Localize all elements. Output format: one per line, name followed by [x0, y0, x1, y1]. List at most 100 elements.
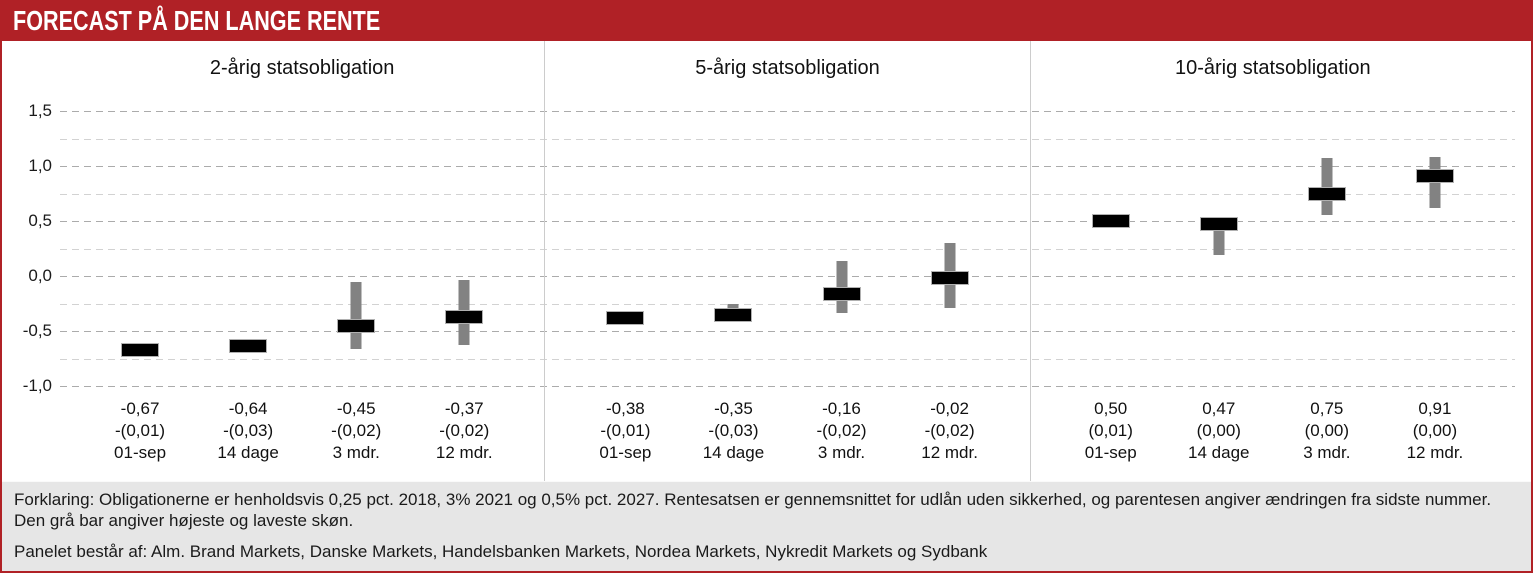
point-period-label: 14 dage [217, 443, 279, 462]
point-value-label: -0,64 [228, 399, 268, 418]
estimate-range-bar [350, 281, 362, 349]
panel-title: 2-årig statsobligation [209, 57, 395, 79]
point-value-label: 0,50 [1094, 399, 1128, 418]
point-labels: 0,50 (0,01) 01-sep [1057, 398, 1165, 464]
y-tick-label: -1,0 [22, 376, 52, 395]
forecast-slot [86, 111, 194, 386]
y-tick-label: 1,5 [28, 101, 52, 120]
point-period-label: 14 dage [702, 443, 765, 462]
consensus-bar [606, 310, 645, 325]
point-value-label: -0,37 [444, 399, 484, 418]
gridline-major [60, 111, 1515, 112]
gridline-minor [60, 303, 1515, 305]
consensus-bar [121, 342, 160, 357]
consensus-bar [1091, 214, 1130, 228]
point-change-label: (0,00) [1196, 421, 1241, 440]
point-labels: 0,47 (0,00) 14 dage [1165, 398, 1273, 464]
consensus-bar [445, 309, 484, 324]
point-period-label: 01-sep [1084, 443, 1137, 462]
point-change-label: -(0,02) [439, 421, 490, 440]
panel-x-labels: -0,38 -(0,01) 01-sep -0,35 -(0,03) 14 dage -0,… [571, 398, 1003, 464]
point-value-label: 0,91 [1418, 399, 1452, 418]
point-change-label: (0,00) [1304, 421, 1350, 440]
forecast-slot [1381, 111, 1489, 386]
forecast-slot [787, 111, 895, 386]
point-period-label: 14 dage [1188, 443, 1250, 462]
forecast-slot [1273, 111, 1381, 386]
point-period-label: 3 mdr. [332, 443, 380, 462]
consensus-bar [822, 286, 861, 301]
chart-panel: 5-årig statsobligation -0,38 -(0,01) 01-sep… [544, 41, 1029, 481]
point-period-label: 01-sep [599, 443, 652, 462]
point-period-label: 12 mdr. [435, 443, 493, 462]
page-title: FORECAST PÅ DEN LANGE RENTE [13, 5, 381, 37]
forecast-slot [896, 111, 1004, 386]
point-change-label: -(0,02) [924, 421, 975, 440]
panel-plot [86, 111, 518, 386]
chart-panel: 10-årig statsobligation 0,50 (0,01) 01-sep 0… [1029, 41, 1515, 481]
gridline-minor [60, 193, 1515, 195]
panel-title: 5-årig statsobligation [695, 57, 880, 79]
point-labels: 0,91 (0,00) 12 mdr. [1381, 398, 1489, 464]
forecast-slot [194, 111, 302, 386]
panel-title: 10-årig statsobligation [1174, 57, 1371, 79]
gridlines [60, 111, 1515, 387]
y-axis: 1,5 1,0 0,5 0,0 -0,5 -1,0 [2, 101, 56, 395]
point-change-label: -(0,03) [708, 421, 759, 440]
point-value-label: -0,67 [120, 399, 160, 418]
point-value-label: 0,75 [1310, 399, 1344, 418]
panels-row: 2-årig statsobligation -0,67 -(0,01) 01-sep… [60, 41, 1515, 481]
point-period-label: 3 mdr. [1303, 443, 1351, 462]
consensus-bar [930, 271, 969, 286]
panel-x-labels: 0,50 (0,01) 01-sep 0,47 (0,00) 14 dage 0,75 (0,… [1057, 398, 1489, 464]
point-change-label: -(0,01) [600, 421, 651, 440]
forecast-slot [1057, 111, 1165, 386]
gridline-major [60, 386, 1515, 387]
point-labels: -0,16 -(0,02) 3 mdr. [787, 398, 895, 464]
forecast-slot [302, 111, 410, 386]
point-change-label: (0,00) [1412, 421, 1458, 440]
forecast-slot [410, 111, 518, 386]
y-tick-label: 0,0 [28, 266, 52, 285]
chart-panel: 2-årig statsobligation -0,67 -(0,01) 01-sep… [60, 41, 544, 481]
y-tick-label: 0,5 [28, 211, 52, 230]
point-change-label: -(0,03) [223, 421, 274, 440]
chart-area: 1,5 1,0 0,5 0,0 -0,5 -1,0 2-årig statsobligat… [2, 41, 1531, 481]
gridline-minor [60, 248, 1515, 250]
point-value-label: -0,35 [714, 399, 753, 418]
point-value-label: -0,38 [605, 399, 645, 418]
gridline-major [60, 276, 1515, 277]
point-labels: -0,45 -(0,02) 3 mdr. [302, 398, 410, 464]
consensus-bar [1415, 168, 1454, 183]
forecast-slot [571, 111, 679, 386]
forecast-slot [1165, 111, 1273, 386]
gridline-major [60, 166, 1515, 167]
point-period-label: 12 mdr. [921, 443, 978, 462]
consensus-bar [1307, 186, 1346, 201]
point-labels: -0,38 -(0,01) 01-sep [571, 398, 679, 464]
forecast-slot [679, 111, 787, 386]
point-labels: 0,75 (0,00) 3 mdr. [1273, 398, 1381, 464]
gridline-major [60, 331, 1515, 332]
point-value-label: 0,47 [1202, 399, 1236, 418]
point-change-label: (0,01) [1088, 421, 1133, 440]
panel-x-labels: -0,67 -(0,01) 01-sep -0,64 -(0,03) 14 dage -0,… [86, 398, 518, 464]
gridline-major [60, 221, 1515, 222]
consensus-bar [1199, 217, 1238, 232]
point-value-label: -0,45 [336, 399, 376, 418]
point-labels: -0,64 -(0,03) 14 dage [194, 398, 302, 464]
gridline-minor [60, 138, 1515, 140]
point-labels: -0,35 -(0,03) 14 dage [679, 398, 787, 464]
point-period-label: 12 mdr. [1406, 443, 1464, 462]
y-tick-label: -0,5 [22, 321, 52, 340]
point-change-label: -(0,02) [816, 421, 867, 440]
point-labels: -0,67 -(0,01) 01-sep [86, 398, 194, 464]
point-value-label: -0,16 [822, 399, 861, 418]
explanation-note: Forklaring: Obligationerne er henholdsvi… [14, 490, 1492, 530]
point-change-label: -(0,02) [331, 421, 382, 440]
point-labels: -0,37 -(0,02) 12 mdr. [410, 398, 518, 464]
point-period-label: 01-sep [114, 443, 167, 462]
point-value-label: -0,02 [930, 399, 969, 418]
header-bar: FORECAST PÅ DEN LANGE RENTE [2, 2, 1531, 41]
